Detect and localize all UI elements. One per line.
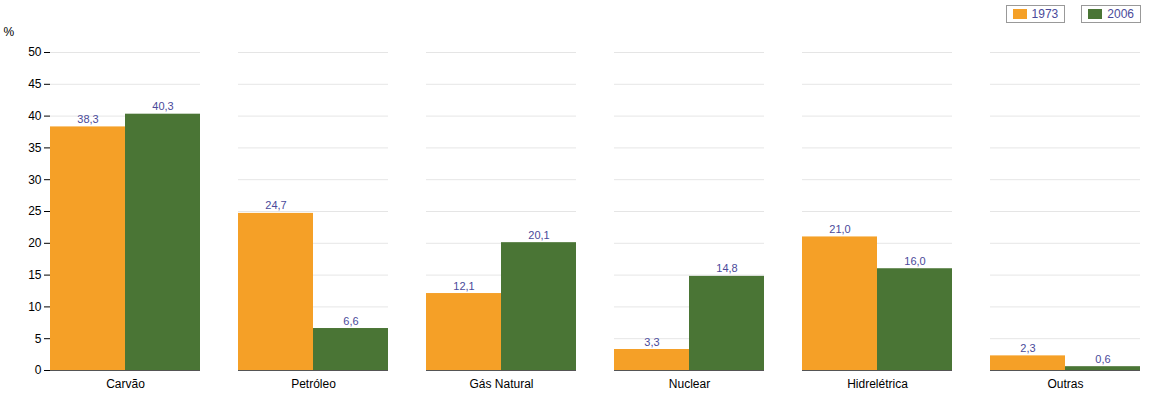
svg-text:21,0: 21,0	[829, 223, 850, 235]
svg-text:10: 10	[28, 300, 42, 314]
svg-text:2,3: 2,3	[1020, 342, 1035, 354]
svg-text:40: 40	[28, 109, 42, 123]
svg-text:15: 15	[28, 268, 42, 282]
svg-text:20,1: 20,1	[528, 229, 549, 241]
svg-text:Petróleo: Petróleo	[291, 377, 336, 391]
html-text:1973: 1973	[1031, 7, 1059, 21]
svg-text:Carvão: Carvão	[106, 377, 145, 391]
svg-text:0: 0	[35, 363, 42, 377]
svg-text:14,8: 14,8	[716, 262, 737, 274]
svg-text:20: 20	[28, 236, 42, 250]
svg-text:%: %	[4, 25, 15, 39]
html-text:2006: 2006	[1107, 7, 1134, 21]
svg-text:40,3: 40,3	[152, 100, 173, 112]
svg-text:16,0: 16,0	[904, 255, 925, 267]
svg-text:50: 50	[28, 45, 42, 59]
svg-text:12,1: 12,1	[453, 280, 474, 292]
svg-text:3,3: 3,3	[644, 336, 659, 348]
svg-text:Outras: Outras	[1047, 377, 1083, 391]
svg-text:Hidrelétrica: Hidrelétrica	[847, 377, 908, 391]
svg-text:24,7: 24,7	[265, 199, 286, 211]
svg-text:25: 25	[28, 204, 42, 218]
svg-text:Nuclear: Nuclear	[669, 377, 710, 391]
svg-text:Gás Natural: Gás Natural	[469, 377, 533, 391]
svg-text:38,3: 38,3	[77, 113, 98, 125]
svg-text:6,6: 6,6	[343, 315, 358, 327]
svg-text:0,6: 0,6	[1095, 353, 1110, 365]
svg-text:45: 45	[28, 77, 42, 91]
svg-text:35: 35	[28, 141, 42, 155]
svg-text:5: 5	[35, 332, 42, 346]
svg-text:30: 30	[28, 173, 42, 187]
